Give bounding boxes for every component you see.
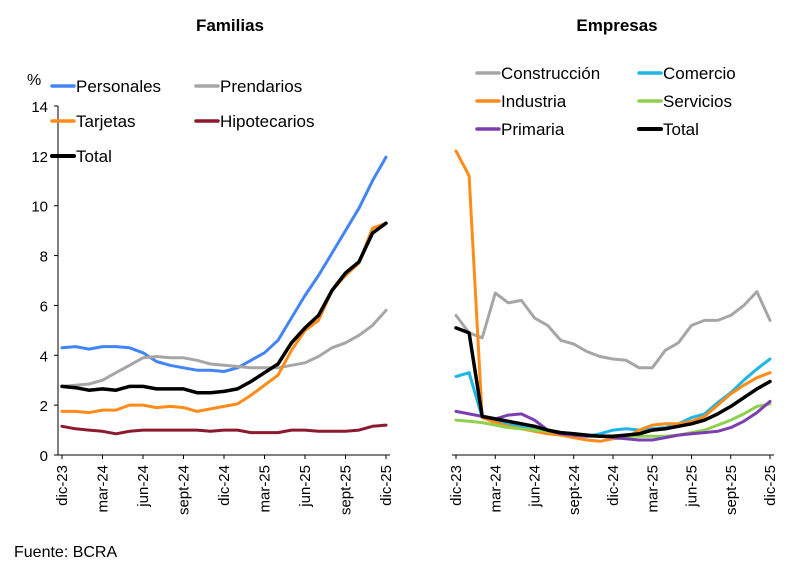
familias-y-tick-label: 12 bbox=[31, 149, 48, 166]
familias-x-tick-label: mar-24 bbox=[95, 465, 112, 513]
familias-legend: Personales Prendarios Tarjetas Hipotecarios… bbox=[50, 77, 315, 166]
familias-legend-label-personales: Personales bbox=[76, 77, 161, 96]
familias-axes: 0 2 4 6 8 10 12 14 dic-23 mar-24 jun-24 sept-24 dic-… bbox=[31, 99, 395, 515]
familias-legend-label-hipotecarios: Hipotecarios bbox=[220, 112, 315, 131]
familias-x-tick-label: jun-25 bbox=[297, 465, 314, 508]
empresas-legend-label-construccion: Construcción bbox=[501, 64, 600, 83]
familias-y-tick-label: 6 bbox=[40, 298, 48, 315]
familias-legend-label-total: Total bbox=[76, 147, 112, 166]
familias-x-tick-label: mar-25 bbox=[257, 465, 274, 513]
familias-series-tarjetas bbox=[60, 221, 388, 415]
familias-y-tick-label: 14 bbox=[31, 99, 48, 116]
familias-title: Familias bbox=[196, 16, 264, 35]
source-note: Fuente: BCRA bbox=[14, 544, 117, 561]
empresas-legend-label-comercio: Comercio bbox=[663, 64, 736, 83]
empresas-x-tick-label: dic-25 bbox=[762, 465, 779, 506]
familias-y-label: % bbox=[27, 72, 41, 89]
empresas-lines bbox=[454, 149, 772, 443]
familias-x-tick-label: dic-24 bbox=[216, 465, 233, 506]
familias-series-total bbox=[60, 221, 388, 395]
empresas-series-total bbox=[454, 326, 772, 439]
empresas-x-tick-label: mar-24 bbox=[487, 465, 504, 513]
empresas-legend: Construcción Comercio Industria Servicios Pr… bbox=[475, 64, 736, 139]
familias-y-tick-label: 0 bbox=[40, 448, 48, 465]
empresas-series-construccion bbox=[454, 290, 772, 370]
empresas-legend-label-total: Total bbox=[663, 120, 699, 139]
familias-legend-label-prendarios: Prendarios bbox=[220, 77, 302, 96]
empresas-legend-label-servicios: Servicios bbox=[663, 92, 732, 111]
empresas-series-comercio bbox=[454, 357, 772, 438]
familias-x-tick-label: dic-23 bbox=[54, 465, 71, 506]
familias-series-prendarios bbox=[60, 308, 388, 388]
empresas-title: Empresas bbox=[576, 16, 657, 35]
empresas-x-tick-label: sept-25 bbox=[723, 465, 740, 515]
familias-x-tick-label: jun-24 bbox=[135, 465, 152, 508]
familias-x-tick-label: sept-25 bbox=[338, 465, 355, 515]
familias-x-tick-label: sept-24 bbox=[176, 465, 193, 515]
familias-series-hipotecarios bbox=[60, 423, 388, 436]
familias-x-tick-label: dic-25 bbox=[378, 465, 395, 506]
empresas-x-tick-label: dic-24 bbox=[605, 465, 622, 506]
familias-y-tick-label: 2 bbox=[40, 398, 48, 415]
familias-legend-label-tarjetas: Tarjetas bbox=[76, 112, 136, 131]
empresas-x-tick-label: sept-24 bbox=[566, 465, 583, 515]
empresas-x-tick-label: jun-24 bbox=[527, 465, 544, 508]
familias-lines bbox=[60, 155, 388, 436]
familias-y-tick-label: 4 bbox=[40, 348, 48, 365]
empresas-x-tick-label: mar-25 bbox=[644, 465, 661, 513]
familias-y-tick-label: 10 bbox=[31, 199, 48, 216]
empresas-legend-label-industria: Industria bbox=[501, 92, 567, 111]
empresas-axes: dic-23 mar-24 jun-24 sept-24 dic-24 mar-25 jun… bbox=[448, 454, 779, 515]
empresas-x-tick-label: jun-25 bbox=[684, 465, 701, 508]
familias-y-tick-label: 8 bbox=[40, 249, 48, 266]
familias-series-personales bbox=[60, 155, 388, 373]
empresas-x-tick-label: dic-23 bbox=[448, 465, 465, 506]
empresas-legend-label-primaria: Primaria bbox=[501, 120, 565, 139]
